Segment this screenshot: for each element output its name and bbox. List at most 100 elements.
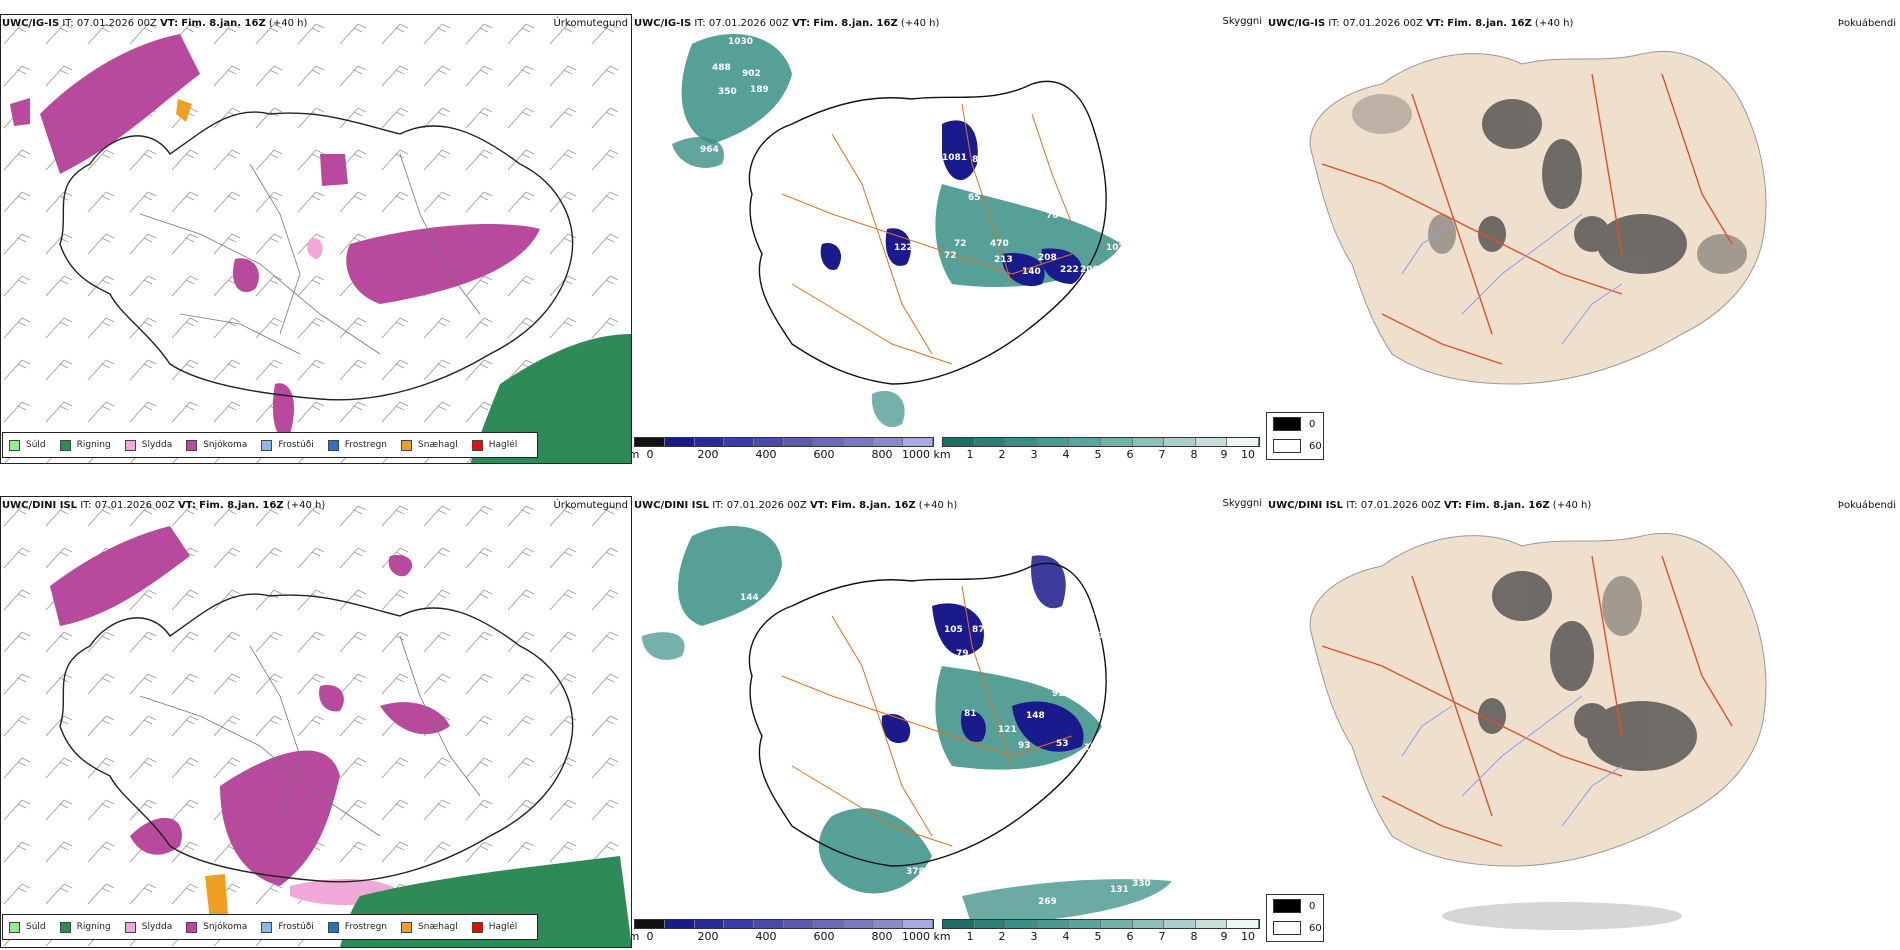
- vt-label: VT:: [1426, 18, 1445, 29]
- height-label: 86: [1064, 815, 1077, 825]
- km-tick: 10: [1241, 448, 1255, 461]
- roads: [139, 635, 481, 837]
- height-colorbar-ticks: m 0 200 400 600 800 1000: [632, 447, 934, 461]
- snow-area: [272, 383, 295, 439]
- legend-label: Haglél: [488, 922, 518, 932]
- swatch-snow: [186, 439, 198, 451]
- it-label: IT:: [712, 500, 724, 511]
- low-cloud-area: [642, 632, 685, 660]
- swatch-rain: [59, 921, 71, 933]
- lead-time: (+40 h): [268, 18, 308, 29]
- snow-area: [10, 98, 30, 126]
- height-tick: 200: [697, 448, 719, 461]
- height-colorbar-cells: [634, 437, 934, 447]
- km-tick: 6: [1126, 448, 1134, 461]
- roads: [1321, 73, 1733, 365]
- rain-area: [470, 334, 632, 464]
- snow-area: [232, 258, 259, 293]
- height-label: 470: [990, 239, 1009, 249]
- roads: [1321, 555, 1733, 847]
- vt-value: Fim. 8.jan. 16Z: [199, 500, 284, 511]
- km-tick: 9: [1220, 448, 1228, 461]
- low-cloud-area: [871, 390, 905, 428]
- height-unit: m: [632, 448, 640, 461]
- swatch-ice-pellets: [401, 921, 413, 933]
- height-label: 148: [1026, 711, 1045, 721]
- swatch-snow: [186, 921, 198, 933]
- legend-label: Snjókoma: [203, 922, 248, 932]
- model-name: UWC/DINI ISL: [1268, 500, 1344, 511]
- land-area: [1309, 50, 1767, 385]
- dense-cloud-area: [1041, 248, 1082, 284]
- iceland-coastline: [59, 593, 574, 883]
- param-label: Úrkomutegund: [553, 500, 628, 511]
- fog-map-svg-1: [1262, 14, 1900, 462]
- height-label: 107: [1098, 631, 1117, 641]
- legend-label: Frostúði: [278, 922, 314, 932]
- vt-label: VT:: [792, 18, 811, 29]
- iceland-coastline: [748, 562, 1107, 867]
- km-colorbar-ticks: km 1 2 3 4 5 6 7 8 9 10: [933, 929, 1260, 943]
- lead-time: (+40 h): [1534, 18, 1574, 29]
- it-value: 07.01.2026 00Z: [726, 500, 807, 511]
- vt-value: Fim. 8.jan. 16Z: [813, 18, 898, 29]
- km-colorbar-cells: [942, 919, 1260, 929]
- height-label: 87: [990, 175, 1003, 185]
- height-label: 107: [1106, 243, 1125, 253]
- dense-cloud-area: [881, 714, 911, 744]
- iceland-coastline: [59, 111, 574, 401]
- km-tick: 2: [998, 930, 1006, 943]
- height-label: 213: [994, 255, 1013, 265]
- km-tick: 4: [1062, 448, 1070, 461]
- land-area: [1309, 532, 1767, 867]
- height-label: 491: [862, 255, 881, 265]
- vt-value: Fim. 8.jan. 16Z: [1465, 500, 1550, 511]
- swatch-freezing-rain: [327, 921, 339, 933]
- swatch-sleet: [124, 439, 136, 451]
- height-tick: 600: [813, 930, 835, 943]
- height-label: 140: [1022, 267, 1041, 277]
- height-tick: 0: [646, 930, 654, 943]
- vt-label: VT:: [177, 500, 196, 511]
- height-tick: 0: [646, 448, 654, 461]
- roads: [781, 585, 1073, 847]
- legend-label: Frostregn: [344, 440, 388, 450]
- fog-scale-swatch-light: [1273, 921, 1301, 935]
- model-name: UWC/DINI ISL: [634, 500, 710, 511]
- km-tick: 6: [1126, 930, 1134, 943]
- cloud-map-2: 125 770 144 105 87 79 106 29 76 107 79 9…: [632, 496, 1262, 948]
- it-value: 07.01.2026 00Z: [708, 18, 789, 29]
- height-label: 79: [956, 649, 969, 659]
- low-cloud-area: [672, 136, 724, 168]
- vt-value: Fim. 8.jan. 16Z: [1447, 18, 1532, 29]
- km-tick: 3: [1030, 448, 1038, 461]
- snow-area: [40, 34, 200, 174]
- km-colorbar: km 1 2 3 4 5 6 7 8 9 10: [933, 437, 1260, 462]
- legend-label: Frostúði: [278, 440, 314, 450]
- precip-legend: Súld Rigning Slydda Snjókoma Frostúði Fr…: [2, 914, 539, 940]
- height-label: 200: [1080, 265, 1099, 275]
- it-value: 07.01.2026 00Z: [94, 500, 175, 511]
- it-value: 07.01.2026 00Z: [1360, 500, 1441, 511]
- swatch-sleet: [124, 921, 136, 933]
- lead-time: (+40 h): [1552, 500, 1592, 511]
- height-label: 189: [750, 85, 769, 95]
- height-label: 81: [972, 155, 985, 165]
- height-label: 131: [1110, 885, 1129, 895]
- height-label: 902: [742, 69, 761, 79]
- height-label: 122: [894, 243, 913, 253]
- km-tick: 7: [1158, 930, 1166, 943]
- rivers: [1401, 213, 1623, 345]
- fog-scale-swatch-light: [1273, 439, 1301, 453]
- height-label: 144: [740, 593, 759, 603]
- cloud-map-1: 1030 488 902 350 189 964 40 1081 81 87 6…: [632, 14, 1262, 462]
- iceland-coastline: [748, 80, 1107, 385]
- cloud-map-svg-2: 125 770 144 105 87 79 106 29 76 107 79 9…: [632, 496, 1262, 948]
- swatch-freezing-drizzle: [261, 439, 273, 451]
- precip-type-map-svg-2: [0, 496, 632, 948]
- height-label: 87: [972, 625, 985, 635]
- height-label: 378: [906, 867, 925, 877]
- height-label: 125: [780, 567, 799, 577]
- map-title: UWC/DINI ISL IT: 07.01.2026 00Z VT: Fim.…: [2, 500, 325, 511]
- dense-cloud-area: [961, 710, 986, 742]
